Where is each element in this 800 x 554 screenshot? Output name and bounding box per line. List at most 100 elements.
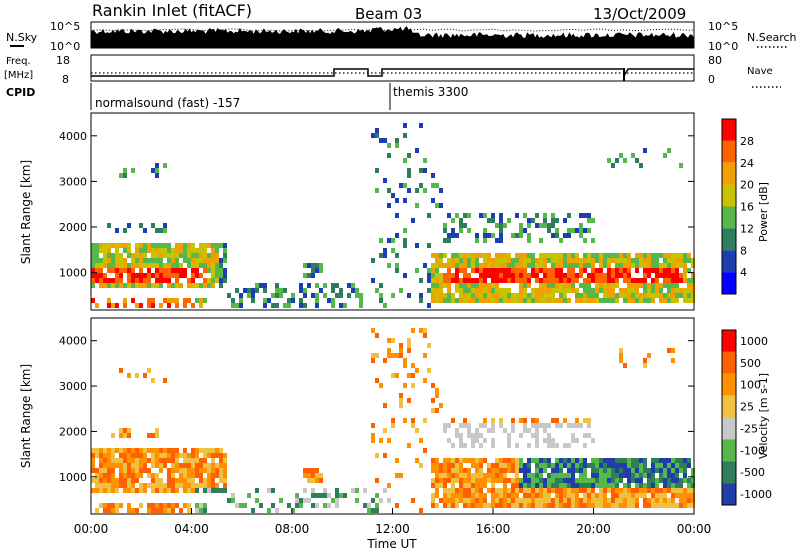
heatmap-cell <box>151 223 155 228</box>
heatmap-cell <box>531 298 535 303</box>
heatmap-cell <box>543 428 547 433</box>
heatmap-cell <box>595 503 599 508</box>
heatmap-cell <box>455 478 459 483</box>
heatmap-cell <box>107 278 111 283</box>
heatmap-cell <box>143 373 147 378</box>
ytick-label: 3000 <box>59 175 87 188</box>
heatmap-cell <box>443 483 447 488</box>
heatmap-cell <box>671 503 675 508</box>
heatmap-cell <box>671 463 675 468</box>
heatmap-cell <box>647 498 651 503</box>
power-colorbar-label: Power [dB] <box>757 182 770 242</box>
heatmap-cell <box>671 468 675 473</box>
heatmap-cell <box>599 483 603 488</box>
heatmap-cell <box>151 478 155 483</box>
heatmap-cell <box>663 478 667 483</box>
heatmap-cell <box>303 488 307 493</box>
heatmap-cell <box>411 373 415 378</box>
heatmap-cell <box>151 473 155 478</box>
heatmap-cell <box>611 478 615 483</box>
heatmap-cell <box>115 303 119 308</box>
heatmap-cell <box>91 258 95 263</box>
heatmap-cell <box>207 448 211 453</box>
heatmap-cell <box>443 458 447 463</box>
heatmap-cell <box>439 498 443 503</box>
heatmap-cell <box>351 288 355 293</box>
heatmap-cell <box>163 263 167 268</box>
heatmap-cell <box>607 293 611 298</box>
heatmap-cell <box>455 298 459 303</box>
heatmap-cell <box>371 258 375 263</box>
heatmap-cell <box>443 423 447 428</box>
heatmap-cell <box>599 473 603 478</box>
heatmap-cell <box>539 483 543 488</box>
heatmap-cell <box>155 258 159 263</box>
heatmap-cell <box>399 343 403 348</box>
heatmap-cell <box>499 233 503 238</box>
heatmap-cell <box>523 263 527 268</box>
heatmap-cell <box>435 388 439 393</box>
heatmap-cell <box>515 293 519 298</box>
heatmap-cell <box>675 483 679 488</box>
heatmap-cell <box>447 458 451 463</box>
heatmap-cell <box>535 278 539 283</box>
heatmap-cell <box>163 243 167 248</box>
heatmap-cell <box>207 253 211 258</box>
heatmap-cell <box>155 433 159 438</box>
heatmap-cell <box>663 263 667 268</box>
heatmap-cell <box>599 493 603 498</box>
heatmap-cell <box>587 273 591 278</box>
heatmap-cell <box>451 253 455 258</box>
heatmap-cell <box>387 143 391 148</box>
heatmap-cell <box>687 293 691 298</box>
heatmap-cell <box>155 268 159 273</box>
heatmap-cell <box>295 493 299 498</box>
heatmap-cell <box>163 483 167 488</box>
heatmap-cell <box>479 288 483 293</box>
heatmap-cell <box>159 468 163 473</box>
heatmap-cell <box>559 478 563 483</box>
heatmap-cell <box>647 353 651 358</box>
heatmap-cell <box>187 278 191 283</box>
nave-label: Nave <box>747 66 773 77</box>
heatmap-cell <box>583 213 587 218</box>
heatmap-cell <box>435 278 439 283</box>
heatmap-cell <box>675 468 679 473</box>
heatmap-cell <box>239 298 243 303</box>
heatmap-cell <box>487 273 491 278</box>
heatmap-cell <box>655 268 659 273</box>
heatmap-cell <box>479 298 483 303</box>
heatmap-cell <box>563 278 567 283</box>
heatmap-cell <box>419 298 423 303</box>
heatmap-cell <box>375 333 379 338</box>
heatmap-cell <box>447 488 451 493</box>
heatmap-cell <box>491 423 495 428</box>
heatmap-cell <box>115 483 119 488</box>
heatmap-cell <box>519 278 523 283</box>
heatmap-cell <box>567 423 571 428</box>
heatmap-cell <box>395 268 399 273</box>
heatmap-cell <box>271 503 275 508</box>
heatmap-cell <box>119 263 123 268</box>
heatmap-cell <box>667 463 671 468</box>
cpid-segment-normalsound: normalsound (fast) -157 <box>95 96 240 110</box>
heatmap-cell <box>567 253 571 258</box>
heatmap-cell <box>559 503 563 508</box>
heatmap-cell <box>487 488 491 493</box>
heatmap-cell <box>115 268 119 273</box>
heatmap-cell <box>151 378 155 383</box>
heatmap-cell <box>119 283 123 288</box>
heatmap-cell <box>567 268 571 273</box>
heatmap-cell <box>519 463 523 468</box>
heatmap-cell <box>443 428 447 433</box>
heatmap-cell <box>511 273 515 278</box>
heatmap-cell <box>483 503 487 508</box>
heatmap-cell <box>627 268 631 273</box>
heatmap-cell <box>183 303 187 308</box>
heatmap-cell <box>615 278 619 283</box>
heatmap-cell <box>527 273 531 278</box>
heatmap-cell <box>627 503 631 508</box>
heatmap-cell <box>123 228 127 233</box>
heatmap-cell <box>95 303 99 308</box>
